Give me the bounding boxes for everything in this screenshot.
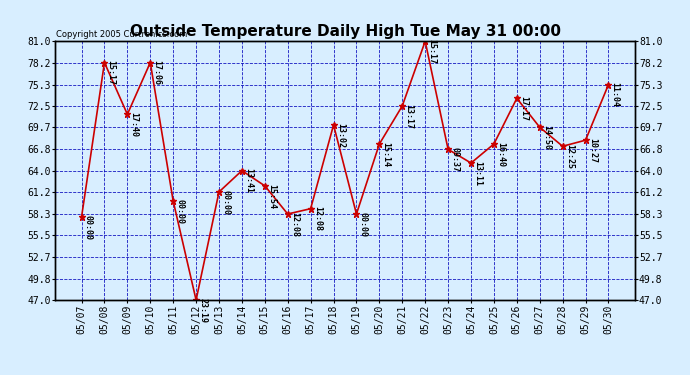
Text: 09:37: 09:37 [451, 147, 460, 172]
Text: 17:40: 17:40 [130, 112, 139, 137]
Text: 12:25: 12:25 [565, 144, 574, 169]
Text: 00:00: 00:00 [221, 190, 230, 214]
Text: 23:19: 23:19 [199, 298, 208, 323]
Text: 15:54: 15:54 [267, 183, 276, 209]
Text: Copyright 2005 Curtronics.com: Copyright 2005 Curtronics.com [56, 30, 187, 39]
Text: 13:41: 13:41 [244, 168, 253, 194]
Text: 13:11: 13:11 [473, 161, 482, 186]
Text: 11:04: 11:04 [611, 82, 620, 107]
Text: 13:17: 13:17 [404, 104, 413, 129]
Text: 15:17: 15:17 [428, 39, 437, 64]
Text: 00:00: 00:00 [84, 215, 93, 240]
Text: 00:00: 00:00 [175, 199, 184, 224]
Text: 10:27: 10:27 [588, 138, 597, 163]
Text: 14:50: 14:50 [542, 125, 551, 150]
Title: Outside Temperature Daily High Tue May 31 00:00: Outside Temperature Daily High Tue May 3… [130, 24, 560, 39]
Text: 16:40: 16:40 [496, 142, 505, 167]
Text: 15:17: 15:17 [107, 60, 116, 85]
Text: 12:08: 12:08 [313, 206, 322, 231]
Text: 15:14: 15:14 [382, 142, 391, 167]
Text: 00:00: 00:00 [359, 212, 368, 237]
Text: 13:02: 13:02 [336, 123, 345, 148]
Text: 17:06: 17:06 [152, 60, 161, 85]
Text: 12:08: 12:08 [290, 212, 299, 237]
Text: 17:17: 17:17 [519, 96, 528, 121]
